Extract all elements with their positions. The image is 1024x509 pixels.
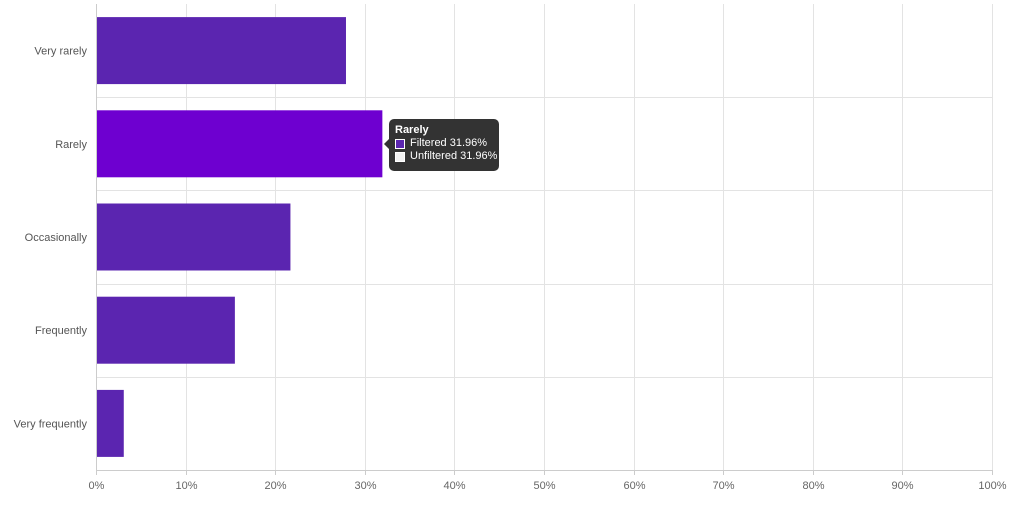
category-label: Very rarely xyxy=(34,46,87,58)
category-label: Occasionally xyxy=(25,232,88,244)
bars-layer xyxy=(97,17,383,457)
x-tick-label: 40% xyxy=(443,480,465,492)
tooltip-row-unfiltered: Unfiltered 31.96% xyxy=(395,150,497,163)
tooltip-unfiltered-text: Unfiltered 31.96% xyxy=(410,150,498,162)
category-label: Very frequently xyxy=(14,418,88,430)
x-tick-label: 70% xyxy=(712,480,734,492)
x-tick-label: 20% xyxy=(264,480,286,492)
tooltip-arrow xyxy=(384,139,389,149)
axis-layer xyxy=(96,4,993,475)
category-label: Frequently xyxy=(35,325,87,337)
tooltip-title: Rarely xyxy=(395,124,429,136)
bar-occasionally xyxy=(97,203,291,271)
bar-rarely xyxy=(97,110,383,178)
x-tick-label: 60% xyxy=(623,480,645,492)
x-tick-label: 30% xyxy=(354,480,376,492)
x-tick-label: 100% xyxy=(978,480,1006,492)
x-tick-labels: 0% 10% 20% 30% 40% 50% 60% 70% 80% 90% 100% xyxy=(89,480,1007,492)
category-labels: Very rarely Rarely Occasionally Frequently V… xyxy=(14,46,88,431)
unfiltered-swatch-icon xyxy=(395,151,405,162)
x-tick-label: 80% xyxy=(802,480,824,492)
bar-very-rarely xyxy=(97,17,346,85)
category-label: Rarely xyxy=(55,139,87,151)
filtered-swatch-icon xyxy=(395,138,405,149)
bar-very-frequently xyxy=(97,389,124,457)
x-tick-label: 90% xyxy=(891,480,913,492)
grid-layer xyxy=(96,4,993,470)
tooltip-filtered-text: Filtered 31.96% xyxy=(410,137,488,149)
tooltip-row-filtered: Filtered 31.96% xyxy=(395,137,493,150)
x-tick-label: 0% xyxy=(89,480,105,492)
bar-frequently xyxy=(97,296,235,364)
x-tick-label: 10% xyxy=(175,480,197,492)
tooltip: Rarely Filtered 31.96% Unfiltered 31.96% xyxy=(384,119,499,171)
x-tick-label: 50% xyxy=(533,480,555,492)
